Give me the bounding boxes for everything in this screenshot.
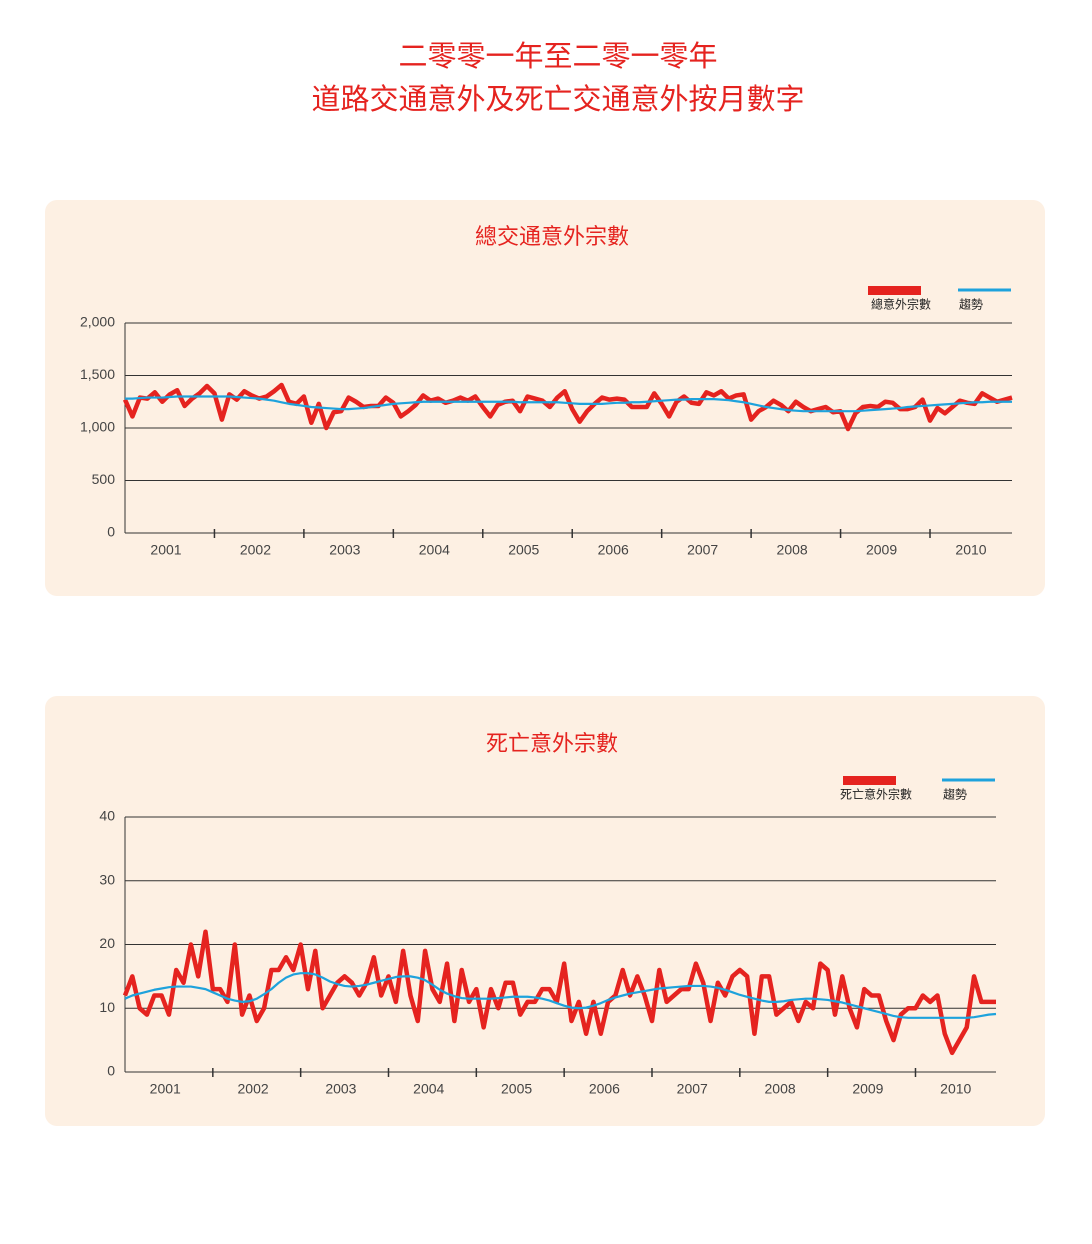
y-tick-label: 500 [92,471,116,487]
y-tick-label: 20 [99,935,115,951]
series-line [122,929,996,1056]
x-tick-label: 2009 [852,1081,883,1097]
x-tick-label: 2010 [940,1081,971,1097]
x-tick-label: 2007 [677,1081,708,1097]
panel [45,200,1045,596]
x-tick-label: 2003 [325,1081,356,1097]
page-subtitle: 道路交通意外及死亡交通意外按月數字 [311,82,804,116]
y-tick-label: 1,000 [80,419,115,435]
x-tick-label: 2003 [329,542,360,558]
legend-label: 趨勢 [943,787,967,802]
chart-title: 死亡意外宗數 [486,732,618,757]
y-tick-label: 0 [107,524,115,540]
y-tick-label: 30 [99,871,115,887]
legend-label: 死亡意外宗數 [840,787,912,802]
x-tick-label: 2008 [777,542,808,558]
series-line [125,395,1012,413]
series-line [122,382,1013,432]
x-tick-label: 2006 [589,1081,620,1097]
series-line [124,972,997,1019]
chart-title: 總交通意外宗數 [475,225,629,250]
x-tick-label: 2004 [419,542,450,558]
legend-swatch [868,286,921,295]
y-tick-label: 40 [99,808,115,824]
x-tick-label: 2006 [598,542,629,558]
x-tick-label: 2002 [240,542,271,558]
x-tick-label: 2009 [866,542,897,558]
x-tick-label: 2008 [765,1081,796,1097]
y-tick-label: 2,000 [80,314,115,330]
x-tick-label: 2002 [238,1081,269,1097]
x-tick-label: 2001 [150,1081,181,1097]
x-tick-label: 2007 [687,542,718,558]
panel [45,696,1045,1126]
legend-label: 趨勢 [959,297,983,312]
x-tick-label: 2005 [508,542,539,558]
y-tick-label: 0 [107,1063,115,1079]
y-tick-label: 10 [99,999,115,1015]
y-tick-label: 1,500 [80,366,115,382]
x-tick-label: 2005 [501,1081,532,1097]
x-tick-label: 2001 [150,542,181,558]
legend-label: 總意外宗數 [871,297,931,312]
legend-swatch [843,776,896,785]
page-title: 二零零一年至二零一零年 [398,39,717,73]
x-tick-label: 2010 [955,542,986,558]
x-tick-label: 2004 [413,1081,444,1097]
